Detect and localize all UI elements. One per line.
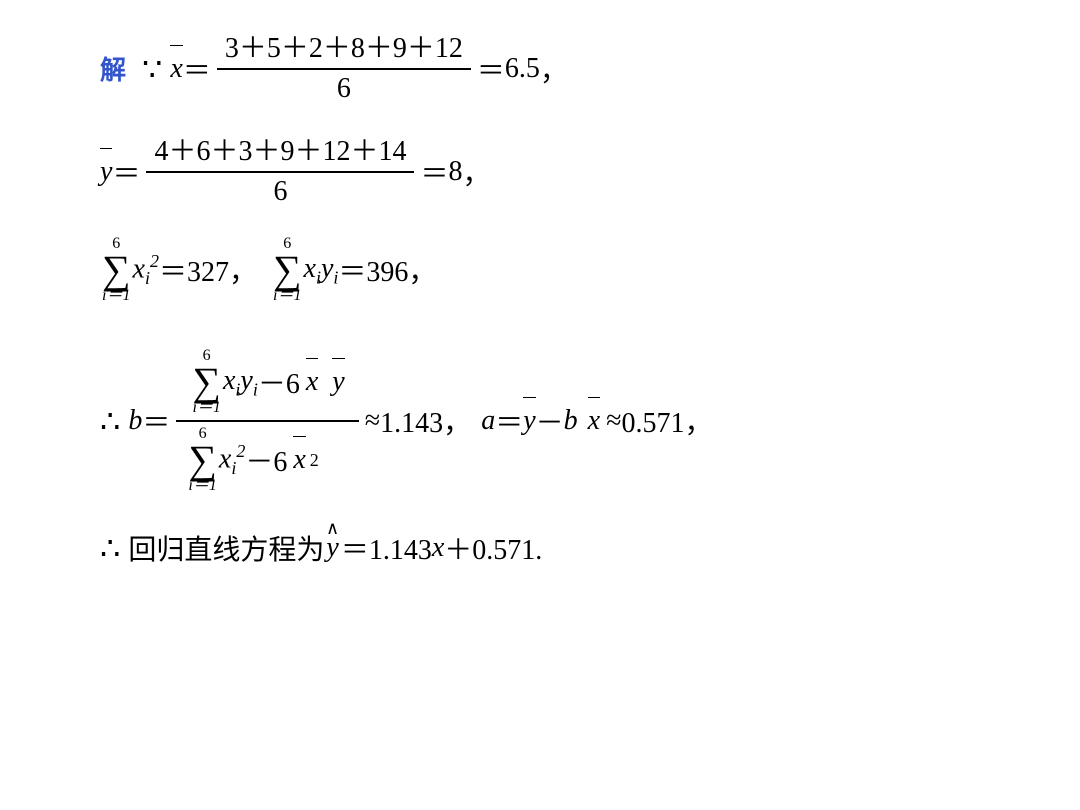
regression-eq: ＝1.143 — [341, 528, 432, 568]
eq-327: ＝327， — [159, 250, 257, 290]
comma: ， — [462, 152, 490, 192]
equals: ＝ — [477, 49, 505, 89]
fraction-xbar: 3＋5＋2＋8＋9＋12 6 — [217, 30, 471, 107]
math-solution: 解 ∵ x ＝ 3＋5＋2＋8＋9＋12 6 ＝ 6.5 ， y ＝ 4＋6＋3… — [0, 0, 1080, 624]
x-var: x — [432, 532, 444, 564]
comma: ， — [540, 49, 568, 89]
equals: ＝ — [142, 401, 170, 441]
because-symbol: ∵ — [142, 50, 162, 88]
therefore-symbol-2: ∴ — [100, 529, 120, 567]
solution-label: 解 — [100, 50, 126, 87]
line-5: ∴ 回归直线方程为 ∧y ＝1.143 x ＋0.571. — [100, 528, 980, 568]
sum-symbol-2: 6 ∑ i＝1 — [273, 236, 302, 304]
term-xi2: xi2 — [133, 251, 159, 289]
denominator: 6 — [329, 70, 359, 108]
approx-symbol: ≈ — [365, 405, 380, 437]
line-3: 6 ∑ i＝1 xi2 ＝327， 6 ∑ i＝1 xiyi ＝396， — [100, 236, 980, 304]
sum-symbol-1: 6 ∑ i＝1 — [102, 236, 131, 304]
b-fraction: 6∑i＝1 xiyi －6 x y 6∑i＝1 xi2 －6 x 2 — [176, 344, 358, 498]
therefore-symbol: ∴ — [100, 402, 120, 440]
denominator: 6 — [265, 173, 295, 211]
equals: ＝ — [112, 152, 140, 192]
y-bar: y — [100, 156, 112, 188]
ybar-result: 8 — [448, 156, 462, 188]
xbar-result: 6.5 — [505, 53, 540, 85]
regression-const: ＋0.571. — [444, 528, 542, 568]
eq-396: ＝396， — [338, 250, 436, 290]
y-bar-2: y — [523, 405, 535, 437]
b-var-2: b — [564, 405, 578, 437]
line-4: ∴ b ＝ 6∑i＝1 xiyi －6 x y 6∑i＝1 xi2 －6 x 2 — [100, 344, 980, 498]
y-hat: ∧y — [326, 532, 338, 564]
line-1: 解 ∵ x ＝ 3＋5＋2＋8＋9＋12 6 ＝ 6.5 ， — [100, 30, 980, 107]
term-xiyi: xiyi — [304, 253, 339, 289]
b-result: 1.143， — [380, 401, 471, 441]
b-numerator: 6∑i＝1 xiyi －6 x y — [180, 344, 354, 420]
a-var: a — [481, 405, 495, 437]
numerator: 4＋6＋3＋9＋12＋14 — [146, 133, 414, 171]
b-var: b — [128, 405, 142, 437]
approx-symbol-2: ≈ — [606, 405, 621, 437]
minus: － — [536, 401, 564, 441]
a-equals: ＝ — [495, 401, 523, 441]
equals: ＝ — [420, 152, 448, 192]
regression-text: 回归直线方程为 — [128, 528, 324, 568]
fraction-ybar: 4＋6＋3＋9＋12＋14 6 — [146, 133, 414, 210]
x-bar-2: x — [588, 405, 600, 437]
line-2: y ＝ 4＋6＋3＋9＋12＋14 6 ＝ 8 ， — [100, 133, 980, 210]
x-bar: x — [170, 53, 182, 85]
b-denominator: 6∑i＝1 xi2 －6 x 2 — [176, 422, 358, 498]
equals: ＝ — [183, 49, 211, 89]
a-result: 0.571， — [621, 401, 712, 441]
numerator: 3＋5＋2＋8＋9＋12 — [217, 30, 471, 68]
